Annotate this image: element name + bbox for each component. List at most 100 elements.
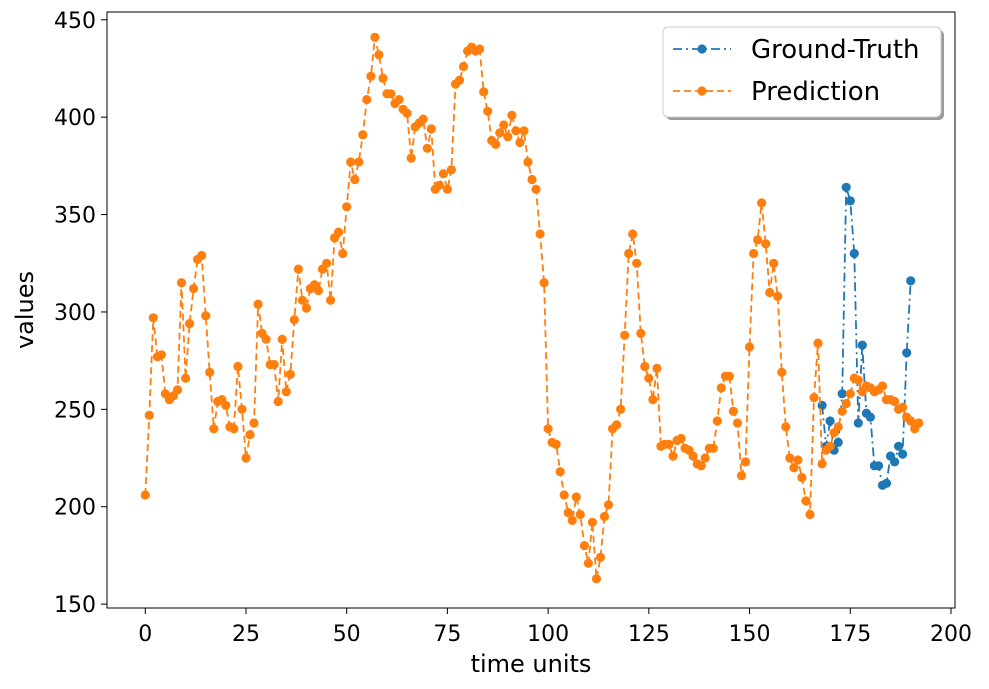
y-tick-label: 200 (54, 496, 96, 521)
data-point (354, 157, 364, 167)
data-point (587, 517, 598, 527)
data-point (313, 285, 324, 296)
data-point (535, 229, 545, 239)
x-tick-label: 125 (628, 622, 670, 647)
data-point (640, 361, 650, 372)
data-point (664, 439, 674, 449)
data-point (914, 418, 924, 428)
data-point (575, 509, 585, 520)
data-point (817, 459, 827, 469)
data-point (503, 132, 513, 142)
data-point (898, 402, 908, 412)
data-point (817, 400, 827, 410)
data-point (454, 75, 465, 85)
data-point (181, 373, 191, 383)
data-point (346, 157, 356, 167)
data-point (591, 574, 602, 584)
data-point (845, 389, 855, 399)
data-point (515, 137, 525, 148)
data-point (853, 375, 863, 385)
data-point (519, 126, 529, 136)
data-point (261, 334, 271, 344)
data-point (338, 248, 348, 259)
data-point (696, 461, 706, 471)
data-point (350, 174, 360, 185)
y-tick-label: 350 (54, 204, 96, 229)
data-point (426, 124, 436, 134)
data-point (422, 143, 432, 153)
data-point (688, 451, 698, 461)
y-tick-label: 300 (54, 301, 96, 326)
data-point (245, 430, 255, 440)
data-point (209, 424, 219, 434)
data-point (241, 453, 251, 463)
data-point (595, 552, 606, 563)
data-point (873, 461, 884, 471)
y-tick-label: 400 (54, 106, 96, 131)
data-point (511, 126, 521, 136)
data-point (724, 371, 735, 381)
data-point (620, 330, 630, 340)
data-point (753, 235, 763, 245)
data-point (728, 406, 739, 416)
data-point (769, 258, 779, 268)
data-point (156, 350, 166, 360)
data-point (446, 165, 456, 175)
legend-label: Ground-Truth (751, 35, 920, 65)
data-point (551, 439, 561, 449)
data-point (736, 471, 747, 481)
data-point (269, 359, 279, 370)
data-point (172, 385, 183, 395)
data-point (205, 367, 215, 377)
data-point (386, 89, 396, 99)
data-point (648, 395, 658, 405)
data-point (438, 169, 448, 179)
data-point (853, 418, 863, 428)
data-point (716, 383, 726, 393)
data-point (571, 492, 581, 502)
data-point (676, 433, 686, 444)
x-tick-label: 75 (433, 622, 461, 647)
data-point (757, 198, 767, 208)
data-point (813, 338, 823, 348)
data-point (740, 457, 751, 467)
data-point (906, 416, 916, 426)
data-point (849, 248, 859, 259)
data-point (249, 418, 259, 428)
data-point (567, 515, 577, 526)
x-tick-label: 25 (232, 622, 260, 647)
data-point (825, 441, 835, 451)
data-point (809, 393, 819, 403)
data-point (906, 276, 916, 286)
data-point (402, 108, 412, 118)
data-point (797, 472, 807, 483)
data-point (628, 229, 638, 239)
data-point (559, 490, 569, 500)
x-axis-ticks: 0 25 50 75 100 125 150 175 200 (138, 608, 972, 647)
data-point (781, 422, 791, 432)
data-point (644, 373, 654, 383)
y-axis-label: values (11, 271, 39, 349)
data-point (442, 184, 452, 194)
y-tick-label: 150 (54, 593, 96, 618)
data-point (233, 361, 243, 372)
series-layer (140, 32, 924, 584)
legend-box (662, 26, 942, 118)
data-point (898, 449, 908, 459)
data-point (144, 410, 154, 420)
data-point (523, 157, 533, 167)
data-point (374, 50, 384, 60)
data-point (189, 284, 199, 294)
x-tick-label: 175 (829, 622, 871, 647)
data-point (583, 558, 594, 568)
data-point (612, 420, 622, 430)
data-point (358, 130, 368, 140)
data-point (761, 239, 771, 249)
data-point (765, 287, 775, 298)
data-point (616, 404, 626, 414)
data-point (700, 453, 710, 463)
data-point (148, 313, 158, 323)
data-point (837, 406, 847, 416)
data-point (378, 73, 388, 83)
data-point (603, 500, 614, 510)
